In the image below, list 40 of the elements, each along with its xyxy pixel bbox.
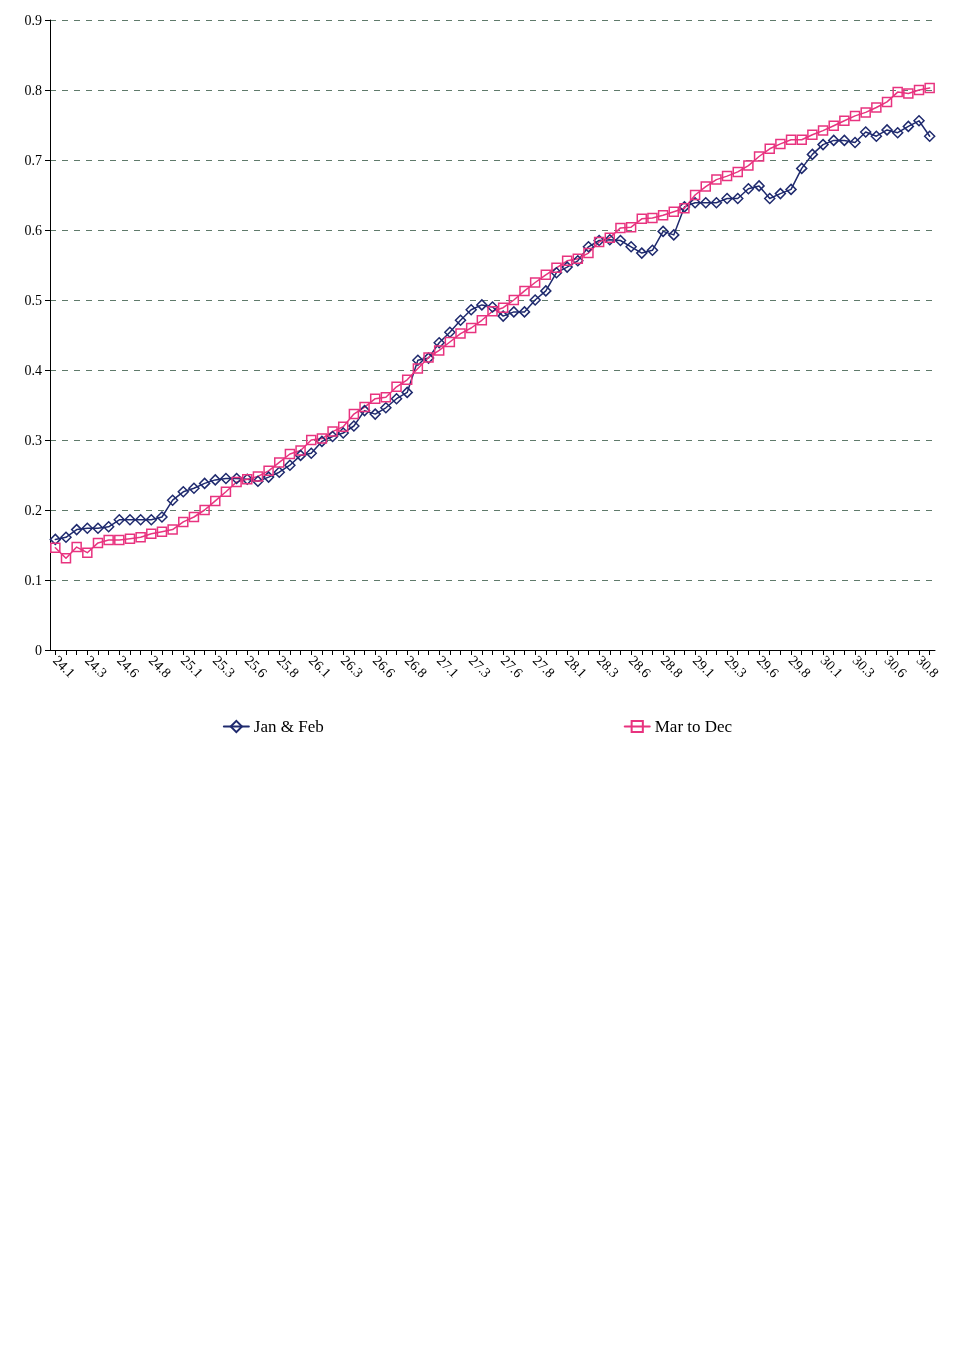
x-tick-label: 30.1 bbox=[817, 652, 846, 681]
y-tick-label: 0.9 bbox=[24, 12, 42, 28]
x-tick-label: 27.3 bbox=[465, 652, 494, 681]
x-tick-label: 26.8 bbox=[401, 652, 430, 681]
x-tick-label: 25.6 bbox=[241, 652, 270, 681]
x-tick-label: 26.1 bbox=[305, 652, 334, 681]
x-tick-label: 26.6 bbox=[369, 652, 398, 681]
x-tick-label: 25.1 bbox=[177, 652, 206, 681]
x-tick-label: 27.6 bbox=[497, 652, 526, 681]
x-tick-label: 28.6 bbox=[625, 652, 654, 681]
y-tick-label: 0.5 bbox=[24, 292, 42, 308]
y-tick-label: 0.4 bbox=[24, 362, 42, 378]
x-tick-label: 25.8 bbox=[273, 652, 302, 681]
x-tick-label: 29.1 bbox=[689, 652, 718, 681]
x-tick-label: 28.8 bbox=[657, 652, 686, 681]
y-tick-label: 0.1 bbox=[24, 572, 42, 588]
x-tick-label: 29.3 bbox=[721, 652, 750, 681]
y-tick-label: 0.7 bbox=[24, 152, 42, 168]
x-tick-label: 27.1 bbox=[433, 652, 462, 681]
x-tick-label: 28.1 bbox=[561, 652, 590, 681]
x-tick-label: 28.3 bbox=[593, 652, 622, 681]
x-tick-label: 24.1 bbox=[50, 652, 78, 681]
x-tick-label: 24.3 bbox=[82, 652, 110, 681]
legend-label: Mar to Dec bbox=[654, 717, 733, 736]
y-tick-label: 0.8 bbox=[24, 82, 42, 98]
y-tick-label: 0 bbox=[35, 642, 42, 658]
x-tick-label: 24.8 bbox=[145, 652, 174, 681]
x-tick-label: 26.3 bbox=[337, 652, 366, 681]
y-tick-label: 0.6 bbox=[24, 222, 42, 238]
legend-label: Jan & Feb bbox=[253, 717, 324, 736]
x-tick-label: 27.8 bbox=[529, 652, 558, 681]
x-tick-label: 29.6 bbox=[753, 652, 782, 681]
x-tick-label: 30.6 bbox=[881, 652, 910, 681]
y-tick-label: 0.2 bbox=[24, 502, 42, 518]
x-tick-label: 25.3 bbox=[209, 652, 238, 681]
x-tick-label: 29.8 bbox=[785, 652, 814, 681]
x-tick-label: 30.3 bbox=[849, 652, 878, 681]
x-tick-label: 24.6 bbox=[114, 652, 142, 681]
y-tick-label: 0.3 bbox=[24, 432, 42, 448]
x-tick-label: 30.8 bbox=[913, 652, 942, 681]
